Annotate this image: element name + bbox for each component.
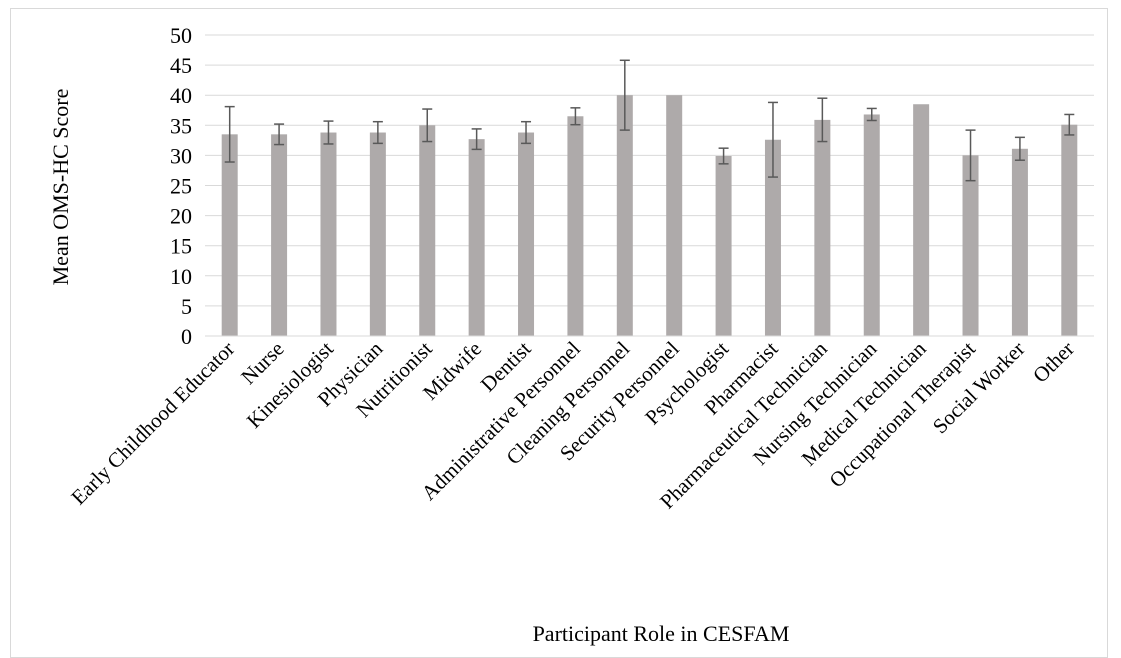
error-bars: [224, 59, 1075, 182]
y-tick-label: 30: [170, 143, 192, 168]
bar: [666, 95, 683, 336]
y-tick-label: 10: [170, 264, 192, 289]
x-category-label: Early Childhood Educator: [66, 337, 239, 510]
y-tick-label: 40: [170, 83, 192, 108]
bar: [1061, 124, 1078, 336]
y-tick-label: 15: [170, 234, 192, 259]
bar: [764, 139, 781, 336]
bar: [419, 125, 436, 336]
y-tick-labels: 0 5 10 15 20 25 30 35 40 45 50: [170, 23, 192, 349]
bar: [369, 132, 386, 336]
bar: [320, 132, 337, 336]
gridlines: [205, 34, 1094, 307]
bar: [518, 132, 535, 336]
bar: [913, 104, 930, 336]
bar: [814, 119, 831, 336]
bar: [468, 139, 485, 336]
x-axis-title: Participant Role in CESFAM: [533, 621, 790, 646]
bar: [863, 114, 880, 337]
bar: [715, 156, 732, 336]
y-axis-title: Mean OMS-HC Score: [48, 89, 73, 286]
bars: [221, 95, 1078, 337]
y-tick-label: 35: [170, 113, 192, 138]
bar: [271, 134, 288, 336]
bar: [616, 95, 633, 336]
x-category-label: Other: [1028, 337, 1079, 388]
bar: [221, 134, 238, 336]
y-tick-label: 0: [181, 324, 192, 349]
bar: [962, 155, 979, 336]
y-tick-label: 50: [170, 23, 192, 48]
x-category-labels: Early Childhood EducatorNurseKinesiologi…: [66, 336, 1078, 513]
y-tick-label: 5: [181, 294, 192, 319]
y-tick-label: 20: [170, 204, 192, 229]
bar: [567, 116, 584, 337]
bar: [1011, 148, 1028, 336]
y-tick-label: 25: [170, 174, 192, 199]
y-tick-label: 45: [170, 53, 192, 78]
